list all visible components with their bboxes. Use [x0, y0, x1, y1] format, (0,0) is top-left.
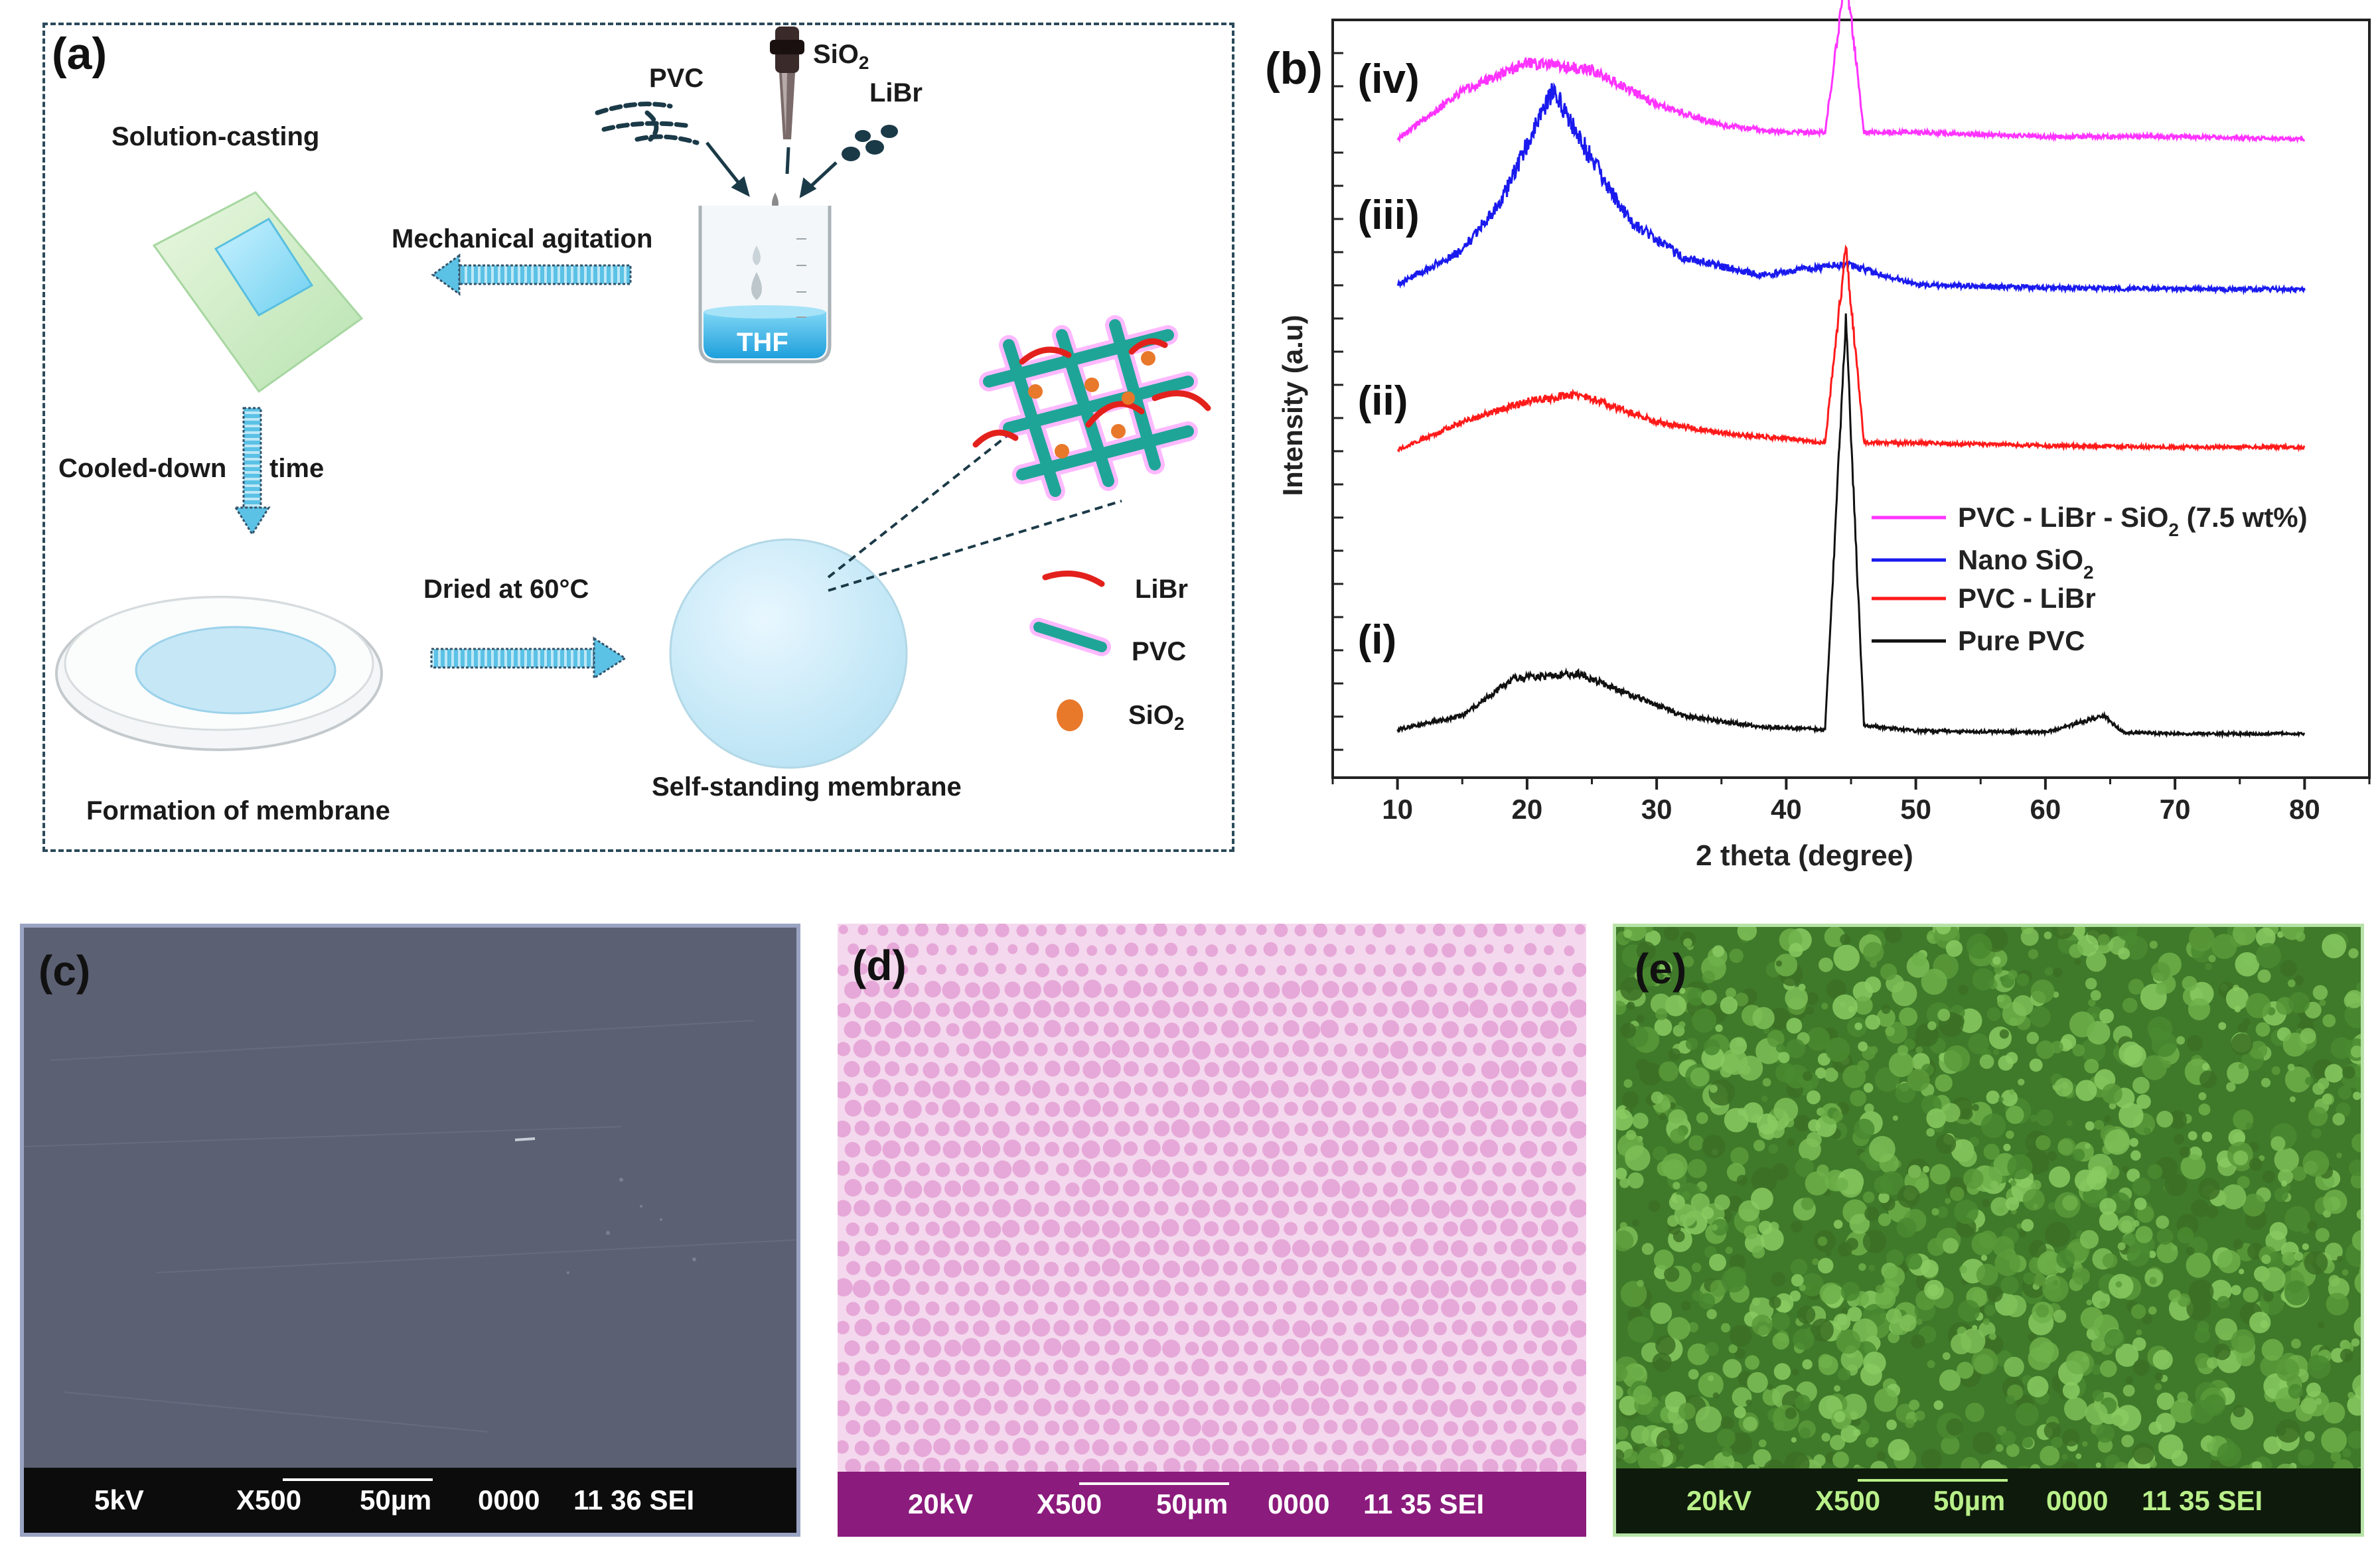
- scale-d: 50µm: [1156, 1488, 1228, 1519]
- kv-c: 5kV: [94, 1484, 144, 1516]
- label-pvc: PVC: [649, 64, 704, 93]
- arrow-agitation: [431, 253, 632, 296]
- sem-texture-e: [1616, 927, 2361, 1533]
- scale-e: 50µm: [1933, 1485, 2006, 1516]
- legend-entry: PVC - LiBr - SiO2 (7.5 wt%): [1958, 502, 2308, 540]
- series-tag: (iii): [1358, 192, 1420, 238]
- sem-texture-d: [838, 924, 1586, 1537]
- scale-bar-e: [1858, 1479, 2008, 1482]
- panel-a-frame: [42, 23, 1234, 852]
- legend-sio2-label: SiO2: [1128, 701, 1185, 734]
- sei-d: 11 35 SEI: [1363, 1488, 1485, 1519]
- panel-d-label: (d): [852, 942, 907, 989]
- legend-entry: Nano SiO2: [1958, 544, 2094, 583]
- scale-c: 50µm: [360, 1484, 432, 1516]
- code-e: 0000: [2046, 1485, 2109, 1516]
- code-c: 0000: [478, 1484, 540, 1516]
- y-axis-label: Intensity (a.u): [1277, 315, 1308, 496]
- panel-a-label: (a): [52, 29, 108, 79]
- beaker-icon: [698, 206, 832, 364]
- x-tick-label: 80: [2289, 794, 2320, 825]
- label-formation: Formation of membrane: [86, 796, 390, 825]
- legend-sio2-glyph: [1057, 699, 1083, 731]
- casting-tile: [152, 191, 364, 393]
- plot-frame: [1331, 19, 2371, 779]
- x-tick-label: 50: [1900, 794, 1931, 825]
- series-line-3: [1396, 0, 2306, 144]
- code-d: 0000: [1268, 1488, 1330, 1519]
- legend-libr-label: LiBr: [1135, 575, 1188, 604]
- kv-d: 20kV: [908, 1488, 974, 1519]
- membrane-disc: [669, 538, 908, 769]
- libr-dots: [842, 125, 898, 161]
- sem-image-c: (c) 5kV X500 50µm 0000 11 36 SEI: [20, 924, 800, 1537]
- mag-c: X500: [236, 1484, 302, 1516]
- label-self-standing: Self-standing membrane: [652, 772, 962, 802]
- series-tag: (iv): [1358, 56, 1420, 102]
- arrow-cooled: [234, 407, 271, 536]
- petri-dish: [55, 596, 383, 751]
- sei-c: 11 36 SEI: [573, 1484, 695, 1516]
- panel-a-illustration: [55, 27, 1211, 769]
- x-tick-label: 10: [1382, 794, 1413, 825]
- x-tick-label: 70: [2160, 794, 2191, 825]
- xrd-chart: 10 20 30 40 50 60 70 80 2 theta (degree) Intensit…: [1277, 0, 2371, 872]
- x-tick-label: 40: [1771, 794, 1802, 825]
- panel-c-label: (c): [38, 947, 91, 995]
- panel-e-label: (e): [1635, 945, 1687, 993]
- label-mechanical-agitation: Mechanical agitation: [392, 224, 653, 253]
- chart-legend: PVC - LiBr - SiO2 (7.5 wt%) Nano SiO2PVC …: [1872, 502, 2308, 656]
- x-axis-label: 2 theta (degree): [1696, 839, 1913, 872]
- legend-pvc-glyph: [1029, 618, 1111, 656]
- label-dried: Dried at 60°C: [423, 575, 589, 604]
- series-line-1: [1396, 244, 2306, 453]
- legend-pvc-label: PVC: [1132, 637, 1187, 666]
- label-sio2: SiO2: [813, 40, 869, 73]
- dropper-icon: [770, 27, 804, 139]
- x-tick-label: 60: [2030, 794, 2061, 825]
- legend-entry: Pure PVC: [1958, 625, 2085, 656]
- label-time: time: [269, 454, 325, 483]
- panel-a: (a): [0, 0, 1248, 863]
- scale-bar-d: [1079, 1482, 1229, 1485]
- panel-b-label: (b): [1265, 43, 1323, 94]
- label-cooled-down: Cooled-down: [58, 454, 227, 483]
- x-tick-label: 30: [1641, 794, 1673, 825]
- arrow-dried: [430, 636, 627, 680]
- sem-info-bar-c: 5kV X500 50µm 0000 11 36 SEI: [24, 1468, 796, 1533]
- series-tag: (i): [1358, 617, 1397, 663]
- mag-d: X500: [1037, 1488, 1102, 1519]
- legend-libr-glyph: [1042, 570, 1105, 587]
- label-libr: LiBr: [869, 78, 923, 107]
- label-thf: THF: [737, 328, 788, 357]
- sem-image-d: (d) 20kV X500 50µm 0000 11 35 SEI: [838, 924, 1586, 1537]
- sem-info-bar-e: 20kV X500 50µm 0000 11 35 SEI: [1616, 1468, 2361, 1533]
- sei-e: 11 35 SEI: [2142, 1485, 2263, 1516]
- series-line-0: [1396, 313, 2306, 739]
- sem-info-bar-d: 20kV X500 50µm 0000 11 35 SEI: [838, 1472, 1586, 1537]
- kv-e: 20kV: [1686, 1485, 1752, 1516]
- sem-texture-c: [24, 928, 796, 1533]
- mag-e: X500: [1815, 1485, 1881, 1516]
- sem-image-e: (e) 20kV X500 50µm 0000 11 35 SEI: [1613, 924, 2364, 1537]
- series-line-2: [1396, 82, 2306, 295]
- polymer-lattice: [972, 315, 1211, 501]
- label-solution-casting: Solution-casting: [112, 122, 320, 151]
- series-tag: (ii): [1358, 378, 1408, 424]
- x-tick-label: 20: [1512, 794, 1543, 825]
- scale-bar-c: [283, 1478, 433, 1481]
- pvc-squiggles: [595, 102, 700, 145]
- legend-entry: PVC - LiBr: [1958, 583, 2096, 614]
